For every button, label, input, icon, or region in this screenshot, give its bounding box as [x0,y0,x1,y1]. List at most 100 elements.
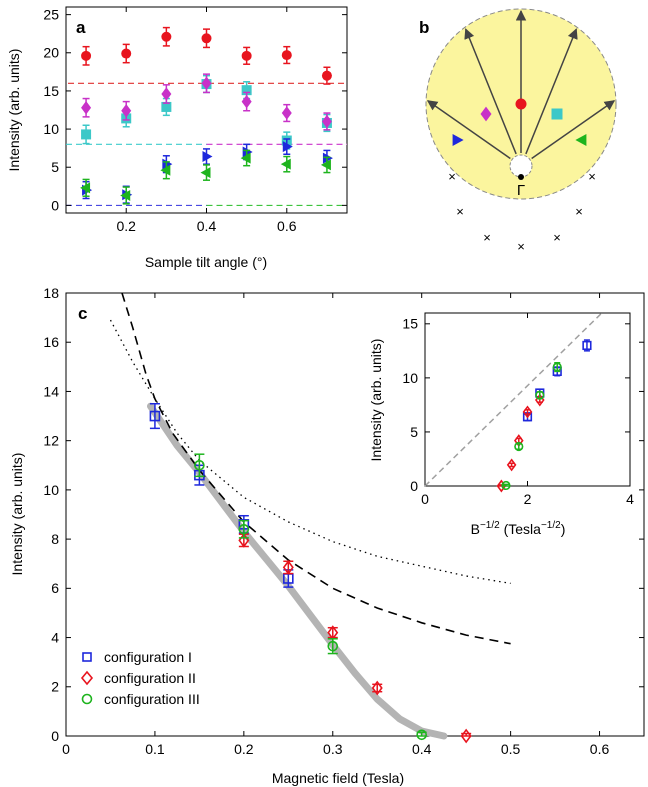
inset-x-axis-label: B−1/2 (Tesla−1/2) [471,520,566,537]
panel-a-y-tick-label: 25 [43,7,59,23]
inset-x-tick-label: 0 [421,491,429,507]
lattice-point-cross: × [575,204,583,219]
panel-a-x-tick-label: 0.4 [197,218,217,234]
direction-arrow [464,28,517,155]
direction-arrow [531,100,616,160]
legend-item-configuration-ii: configuration II [80,670,196,686]
lattice-point-cross: × [448,169,456,184]
inset-ticks: 0 2 4 0 5 10 15 [402,313,634,507]
inset-x-label-sup: −1/2 [480,520,500,531]
panel-c-point [371,680,383,696]
lattice-point-cross: × [553,230,561,245]
panel-a-point [81,129,92,140]
panel-c-point [282,559,294,575]
panel-a-point [202,151,213,163]
panel-c-y-axis-label: Intensity (arb. units) [9,453,25,576]
panel-a-point [201,76,212,91]
gamma-label: Γ [517,182,525,199]
legend-circle-marker [81,693,93,705]
legend-label-configuration-iii: configuration III [104,691,200,707]
panel-b-label: b [419,18,429,37]
panel-a-markers [80,26,333,205]
panel-a-y-tick-label: 5 [51,159,59,175]
panel-a-ticks: 0.2 0.4 0.6 0 5 10 15 20 25 [43,7,347,234]
inset-x-tick-label: 4 [626,491,634,507]
panel-c-y-tick-label: 4 [51,629,59,645]
panel-b-marker-square [551,108,563,120]
panel-c-y-tick-label: 6 [51,580,59,596]
panel-c-y-tick-label: 12 [43,433,59,449]
panel-a-point [280,158,291,170]
legend-item-configuration-i: configuration I [82,649,192,665]
panel-a-point [321,114,332,129]
panel-a-y-tick-label: 0 [51,197,59,213]
inset-y-tick-label: 0 [410,478,418,494]
panel-a-point [80,182,91,194]
panel-a-point [241,50,252,61]
panel-c-y-tick-label: 10 [43,482,59,498]
panel-a-point [320,159,331,171]
panel-c-x-tick-label: 0.3 [323,741,343,757]
panel-a-point [81,100,92,115]
lattice-point-cross: × [588,169,596,184]
panel-c-ticks: 0 0.1 0.2 0.3 0.4 0.5 0.6 0 2 4 6 8 10 12 14 16 18 [43,285,644,757]
panel-c-point [327,640,339,652]
panel-c-y-tick-label: 0 [51,728,59,744]
panel-a-x-tick-label: 0.2 [116,218,136,234]
panel-b-markers [452,98,587,147]
panel-a-y-tick-label: 20 [43,45,59,61]
panel-c-x-axis-label: Magnetic field (Tesla) [272,770,404,786]
panel-a-point [160,164,171,176]
inset-x-label-unit-sup: −1/2 [541,520,561,531]
inset-x-label-end: ) [561,521,566,537]
panel-a-point [121,104,132,118]
panel-c-x-tick-label: 0.2 [234,741,254,757]
panel-c-point [238,523,250,535]
inset-reference-line [424,312,603,487]
inset-point [582,340,592,351]
inset-y-axis-label: Intensity (arb. units) [368,339,384,462]
panel-a-point [281,50,292,61]
panel-b-marker-diamond [480,106,492,122]
inset-y-tick-label: 15 [402,316,418,332]
inset-plot-frame [424,312,631,487]
lattice-point-cross: × [483,230,491,245]
panel-a-point [241,94,252,109]
panel-a-point [242,146,253,158]
inset-markers [496,339,592,493]
panel-a-x-axis-label: Sample tilt angle (°) [145,254,267,270]
panel-c-x-tick-label: 0.1 [145,741,165,757]
panel-a-y-tick-label: 15 [43,83,59,99]
direction-arrow [525,28,578,155]
panel-c-y-tick-label: 2 [51,679,59,695]
panel-a-point [161,31,172,42]
panel-c-y-tick-label: 18 [43,285,59,301]
panel-c-label: c [78,304,87,323]
inset-y-tick-label: 5 [410,424,418,440]
panel-a-point [281,106,292,120]
inset-point [535,390,545,400]
direction-arrow [426,100,511,160]
inset-y-tick-label: 10 [402,370,418,386]
dotted-model-curve [109,319,511,585]
panel-a-point [161,87,172,101]
panel-c-point [460,728,472,744]
panel-a-point [241,85,252,96]
lattice-points: × × × × × × × [448,169,596,254]
panel-a-point [322,152,333,164]
panel-c-y-tick-label: 14 [43,383,59,399]
panel-a-reference-lines [66,82,347,206]
panel-c-x-tick-label: 0.4 [412,741,432,757]
panel-c-point [416,729,427,741]
gamma-point [518,174,524,180]
panel-a: 0.2 0.4 0.6 0 5 10 15 20 25 a Sample tilt angle … [6,6,348,270]
panel-b-marker-triangle-right [452,133,464,147]
panel-c-x-tick-label: 0 [62,741,70,757]
inset-x-label-main: B [471,521,480,537]
panel-a-point [282,141,293,153]
panel-c: 0 0.1 0.2 0.3 0.4 0.5 0.6 0 2 4 6 8 10 12 14 16 18 c Mag… [9,285,645,786]
panel-a-point [81,50,92,61]
panel-c-y-tick-label: 8 [51,531,59,547]
panel-b-marker-circle [515,98,527,110]
legend-label-configuration-ii: configuration II [104,670,196,686]
